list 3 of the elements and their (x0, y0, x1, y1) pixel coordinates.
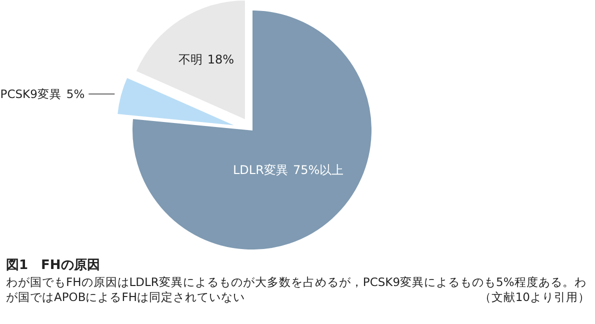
subtitle: わが国でもFHの原因はLDLR変異によるものが大多数を占めるが，PCSK9変異によるものも5%程度ある。わが国ではAPOBによるFHは同定されていない （文献10より引用） (6, 275, 590, 305)
title: 図1 FHの原因 (6, 258, 101, 273)
annotation: （文献10より引用） (479, 290, 590, 305)
